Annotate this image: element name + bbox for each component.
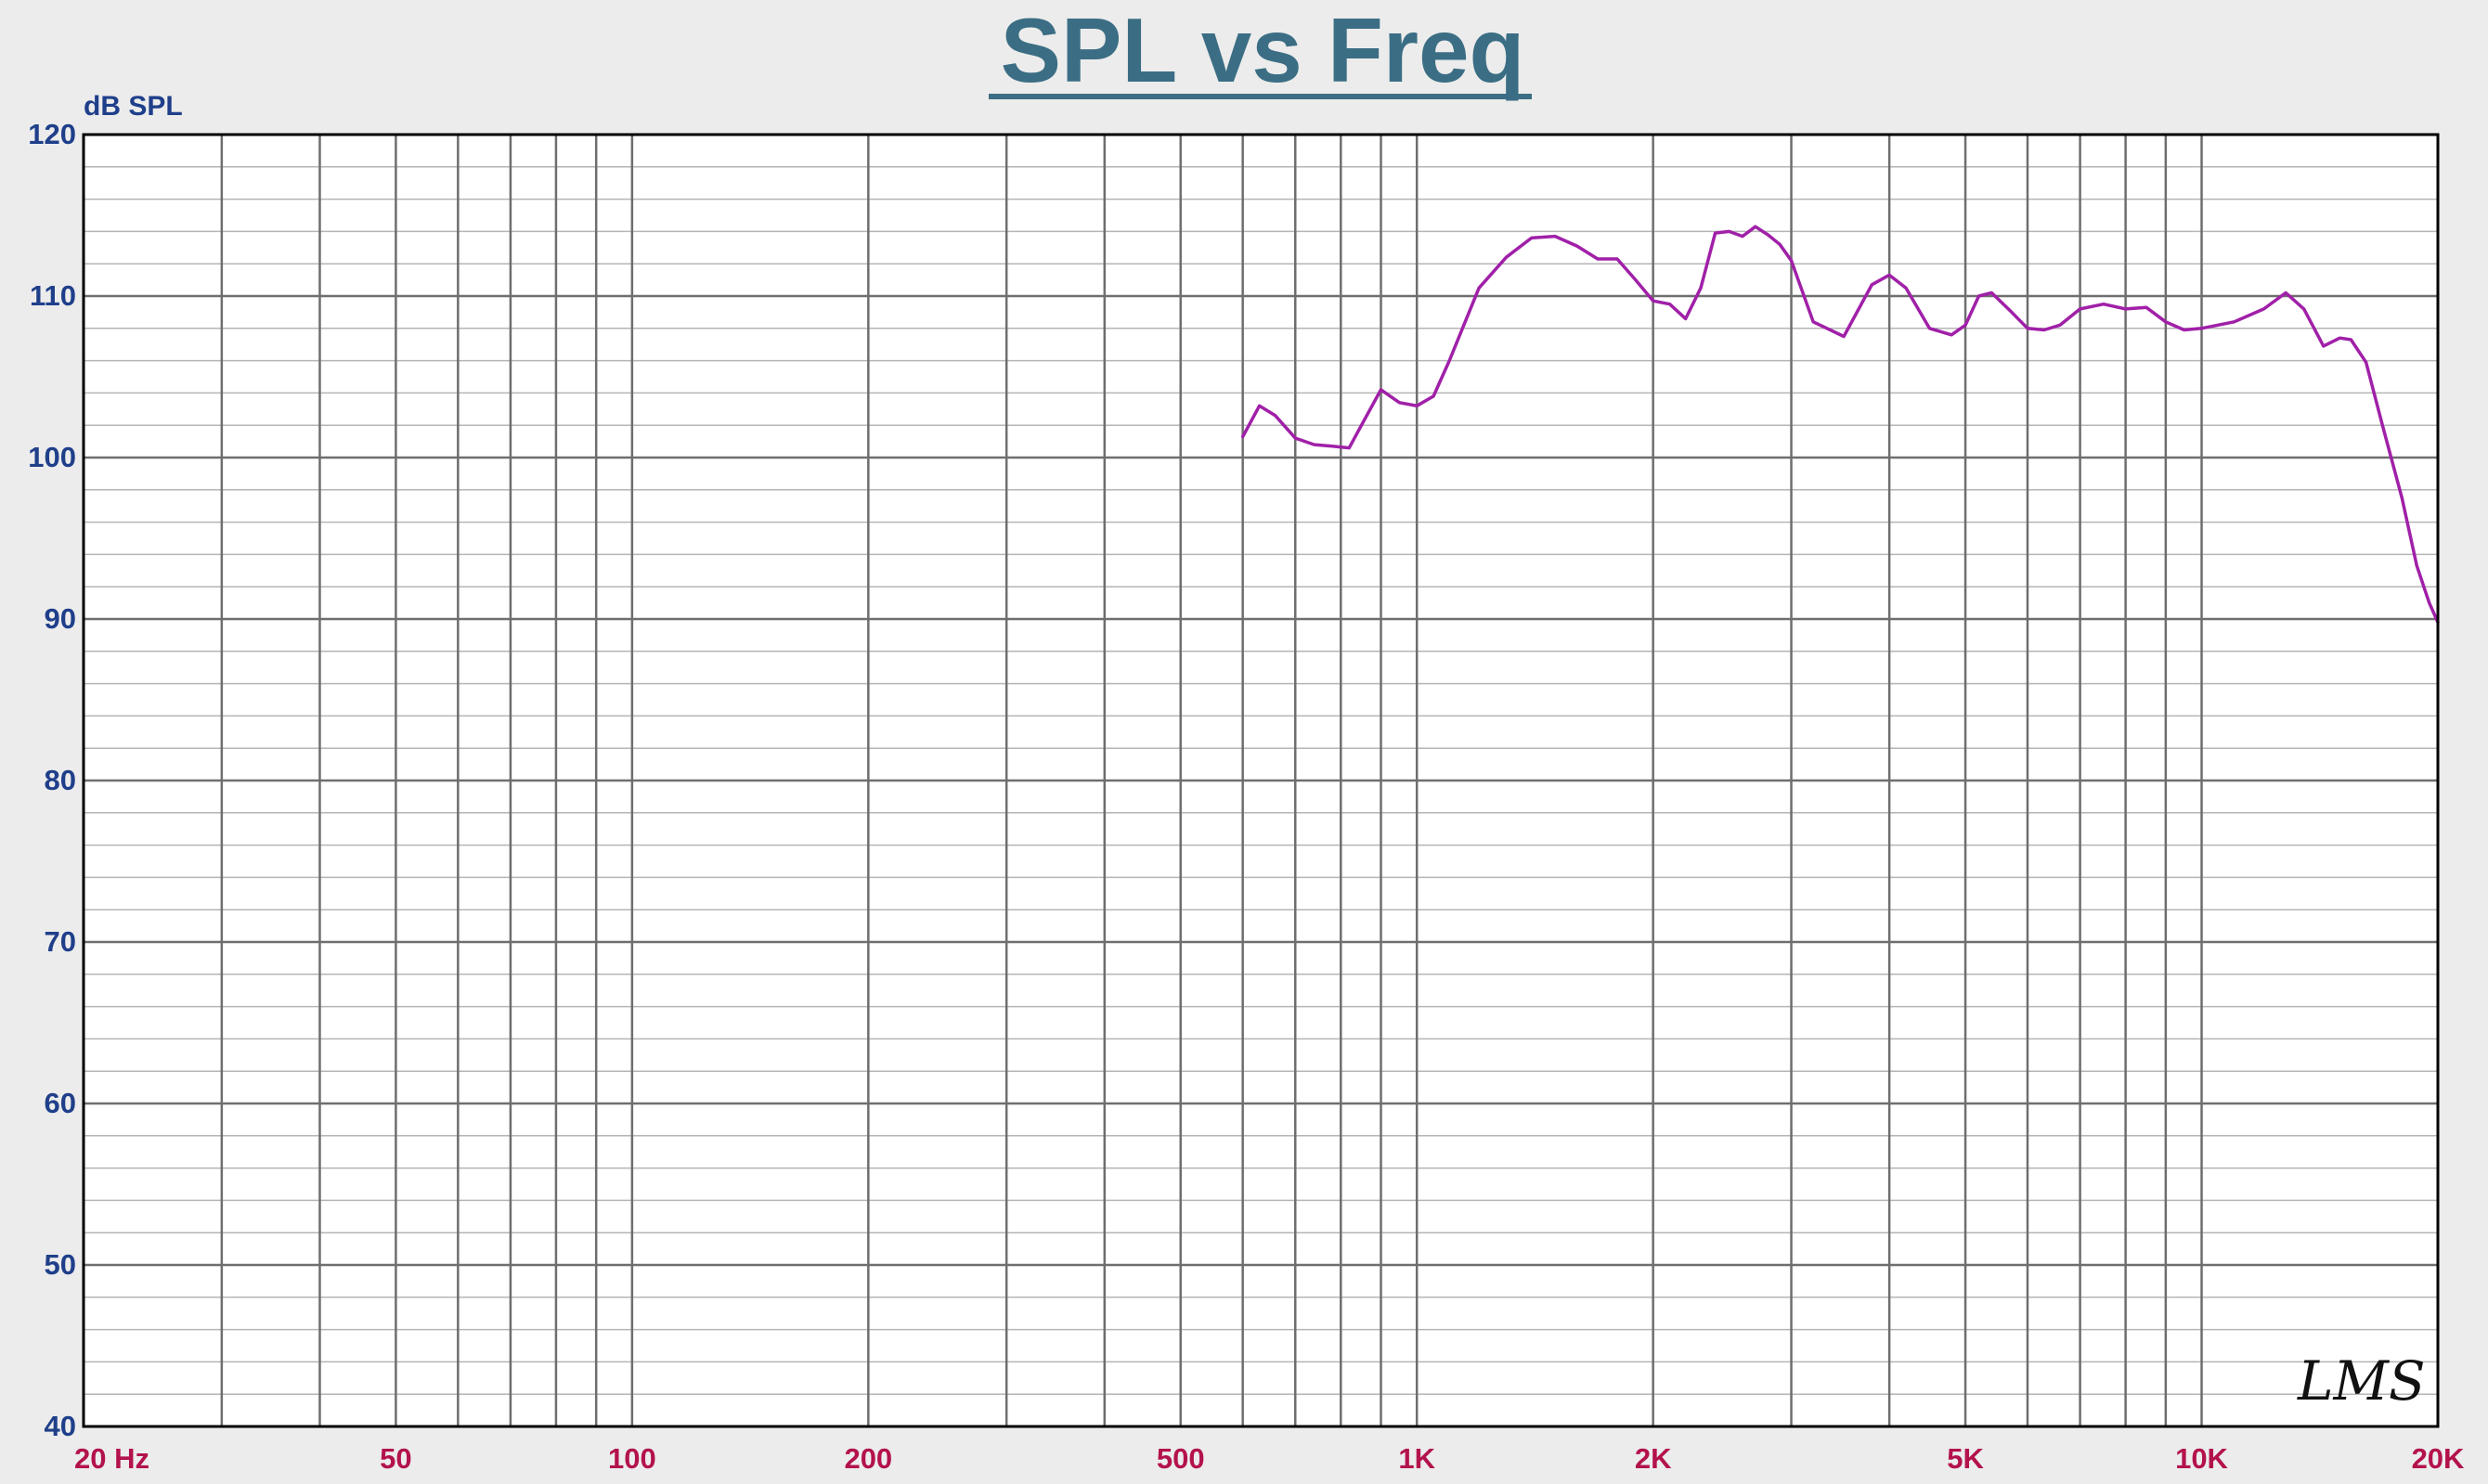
x-ticks: 20 Hz 50 100 200 500 1K 2K 5K 10K 20K	[74, 1442, 2465, 1475]
y-tick-label: 110	[30, 279, 76, 312]
x-tick-label: 500	[1157, 1442, 1205, 1475]
lms-logo: LMS	[2297, 1349, 2426, 1413]
x-tick-label: 200	[844, 1442, 892, 1475]
y-tick-label: 60	[45, 1087, 76, 1119]
x-tick-label: 100	[608, 1442, 656, 1475]
x-tick-label: 20 Hz	[74, 1442, 149, 1475]
y-tick-label: 80	[45, 764, 76, 796]
series-layer	[1240, 225, 2440, 625]
x-tick-label: 50	[380, 1442, 411, 1475]
y-ticks: 40 50 60 70 80 90 100 110 120	[28, 118, 76, 1442]
y-tick-label: 100	[28, 441, 76, 473]
y-tick-label: 40	[45, 1410, 76, 1442]
y-tick-label: 50	[45, 1248, 76, 1281]
y-axis-label: dB SPL	[84, 91, 183, 122]
plot-frame	[82, 133, 2440, 1428]
x-tick-label: 1K	[1398, 1442, 1435, 1475]
x-tick-label: 5K	[1947, 1442, 1984, 1475]
x-tick-label: 10K	[2175, 1442, 2228, 1475]
chart-title: SPL vs Freq	[1001, 0, 1525, 101]
y-tick-label: 90	[45, 602, 76, 635]
y-tick-label: 70	[45, 925, 76, 958]
minor-grid	[84, 166, 2438, 1395]
x-tick-label: 20K	[2412, 1442, 2465, 1475]
y-tick-label: 120	[28, 118, 76, 150]
spl-series-line	[1240, 225, 2440, 625]
x-tick-label: 2K	[1635, 1442, 1672, 1475]
